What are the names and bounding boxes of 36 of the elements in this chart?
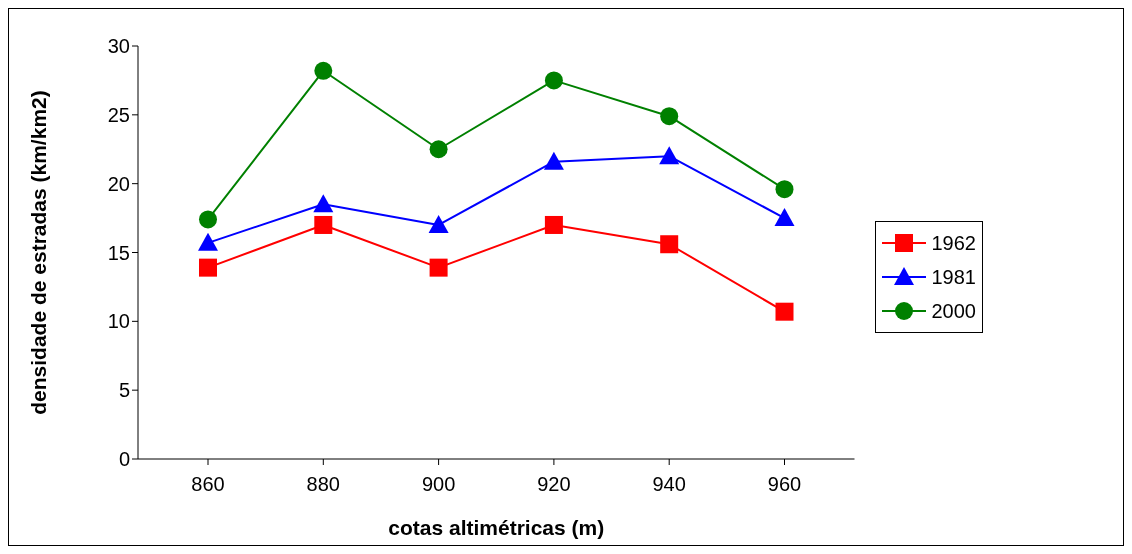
y-axis-title: densidade de estradas (km/km2) (27, 90, 51, 415)
point (775, 180, 794, 199)
point (199, 258, 217, 277)
point (198, 232, 218, 251)
legend-label: 1981 (931, 265, 976, 289)
y-tick-label: 10 (107, 310, 130, 333)
point (774, 208, 795, 227)
point (544, 215, 563, 234)
point (428, 214, 449, 233)
point (659, 146, 680, 165)
legend-label: 1962 (931, 231, 976, 255)
x-tick-label: 960 (767, 473, 802, 496)
y-tick-label: 25 (107, 103, 130, 126)
y-tick-label: 20 (107, 172, 130, 195)
x-axis-title: cotas altimétricas (m) (388, 516, 605, 539)
legend-label: 2000 (931, 299, 976, 323)
x-tick-label: 860 (191, 473, 225, 496)
x-tick-label: 920 (537, 473, 571, 496)
point (544, 71, 563, 90)
point (314, 215, 333, 234)
y-tick-label: 5 (118, 379, 130, 402)
point (429, 140, 448, 159)
point (314, 61, 333, 80)
point (543, 151, 564, 170)
y-tick-label: 30 (107, 35, 130, 58)
y-tick-label: 0 (118, 448, 130, 471)
point (660, 235, 679, 254)
x-tick-label: 940 (652, 473, 686, 496)
point (775, 302, 794, 321)
point (199, 210, 217, 229)
point (313, 194, 334, 213)
y-tick-label: 15 (107, 241, 130, 264)
point (429, 258, 448, 277)
x-tick-label: 880 (306, 473, 340, 496)
point (660, 107, 679, 126)
x-tick-label: 900 (421, 473, 456, 496)
